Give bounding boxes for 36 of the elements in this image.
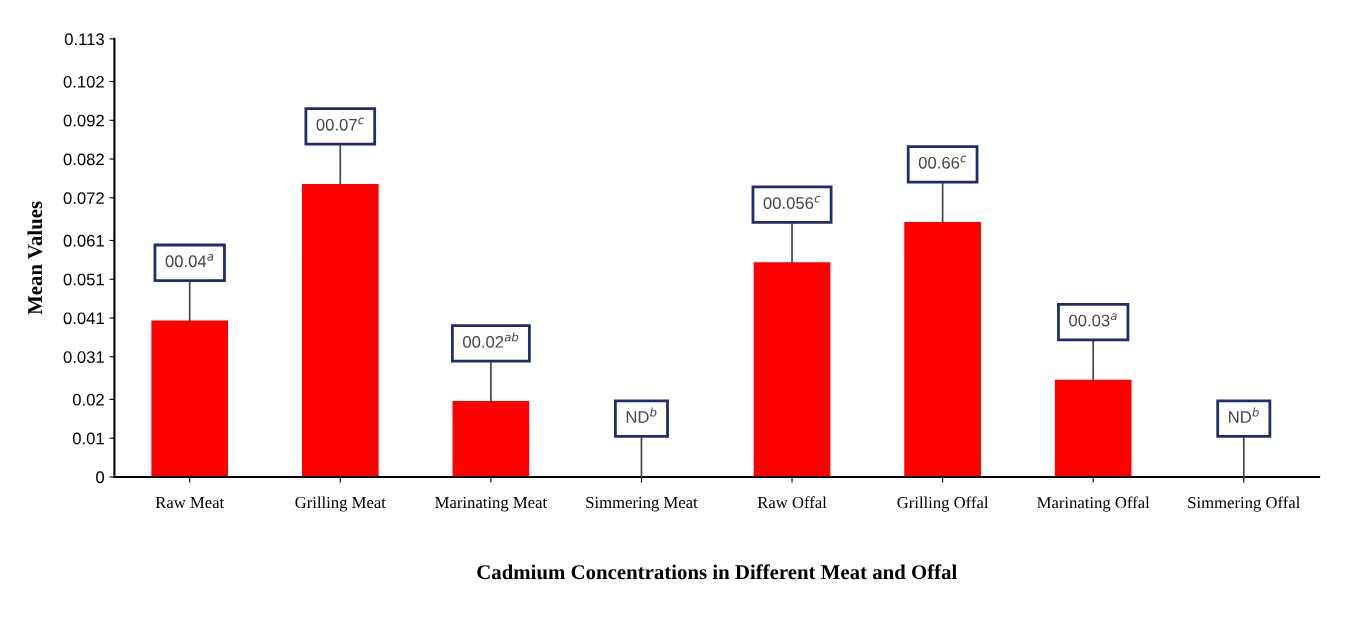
- annotation: 00.07$^{c}$: [316, 117, 364, 131]
- bar: [151, 320, 229, 477]
- annotation: 00.056$^{c}$: [763, 195, 821, 209]
- y-tick-label: 0.02: [72, 393, 104, 406]
- x-tick-label: Marinating Offal: [1037, 496, 1150, 512]
- annotation: 00.04$^{a}$: [165, 254, 214, 268]
- x-tick-label: Grilling Meat: [295, 496, 386, 512]
- y-axis-title: Mean Values: [27, 201, 43, 315]
- y-tick-label: 0.092: [63, 114, 104, 127]
- bar: [1054, 379, 1132, 477]
- x-tick-label: Marinating Meat: [435, 496, 547, 512]
- y-tick-label: 0.102: [63, 75, 104, 88]
- y-tick-label: 0: [96, 471, 105, 484]
- bar: [904, 221, 981, 477]
- y-tick-label: 0.041: [63, 312, 104, 325]
- y-tick-label: 0.01: [72, 432, 104, 445]
- bar: [301, 183, 379, 477]
- annotation: 00.02$^{ab}$: [463, 332, 519, 348]
- x-tick-label: Simmering Meat: [586, 496, 698, 512]
- annotation: ND$^{b}$: [1229, 407, 1259, 423]
- bar: [452, 401, 530, 477]
- y-tick-label: 0.051: [63, 273, 104, 286]
- x-tick-label: Raw Meat: [155, 497, 225, 509]
- x-tick-label: Grilling Offal: [897, 496, 989, 512]
- annotation: 00.66$^{c}$: [918, 155, 967, 169]
- x-axis-title: Cadmium Concentrations in Different Meat and Offal: [477, 564, 957, 580]
- y-tick-label: 0.031: [63, 351, 104, 363]
- x-tick-label: Raw Offal: [757, 496, 827, 509]
- y-tick-label: 0.082: [63, 153, 104, 166]
- annotation: 00.03$^{a}$: [1069, 313, 1117, 327]
- bar: [753, 262, 831, 477]
- y-tick-label: 0.061: [63, 234, 104, 247]
- annotation: ND$^{b}$: [626, 407, 657, 423]
- y-tick-label: 0.072: [63, 192, 104, 205]
- x-tick-label: Simmering Offal: [1188, 496, 1301, 512]
- y-tick-label: 0.113: [64, 33, 104, 46]
